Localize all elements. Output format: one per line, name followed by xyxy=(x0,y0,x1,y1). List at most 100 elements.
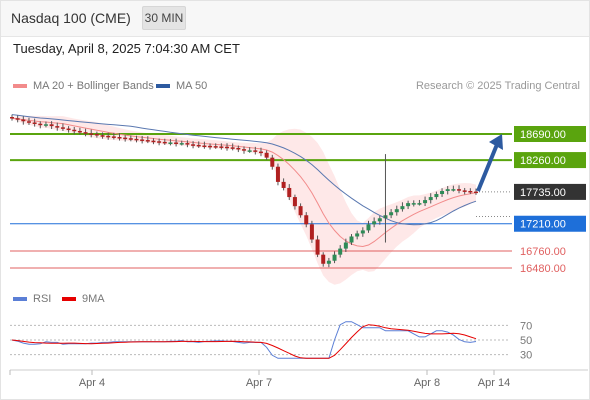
candle-body xyxy=(179,143,184,145)
candle-body xyxy=(89,133,94,135)
candle-body xyxy=(117,137,122,139)
legend-ma20-label: MA 20 + Bollinger Bands xyxy=(33,80,154,92)
candle-body xyxy=(304,215,309,225)
candle-body xyxy=(21,119,26,122)
legend-ma20-swatch xyxy=(13,84,27,88)
candle-body xyxy=(106,135,111,138)
candle-body xyxy=(208,145,213,148)
candle-body xyxy=(111,136,116,138)
level-label-16480.00: 16480.00 xyxy=(520,263,566,275)
candle-body xyxy=(440,190,445,195)
candle-body xyxy=(326,260,331,264)
candle-body xyxy=(366,224,371,231)
candle-body xyxy=(315,239,320,255)
rsi-9ma-line xyxy=(11,324,477,359)
bollinger-band xyxy=(12,115,476,285)
instrument-title: Nasdaq 100 (CME) xyxy=(11,10,131,26)
candle-body xyxy=(258,151,263,154)
legend-rsi: RSI xyxy=(13,293,51,305)
x-tick-label-Apr-7: Apr 7 xyxy=(246,377,272,389)
candle-body xyxy=(145,140,150,142)
candle-body xyxy=(417,203,422,205)
rsi-tick-30: 30 xyxy=(520,350,532,362)
level-tag-18690.00 xyxy=(514,126,586,142)
legend-9ma: 9MA xyxy=(62,293,105,305)
candle-body xyxy=(428,197,433,201)
candle-body xyxy=(225,146,230,149)
x-tick-label-Apr-8: Apr 8 xyxy=(414,377,440,389)
candle-body xyxy=(349,236,354,243)
candle-body xyxy=(157,141,162,143)
candle-body xyxy=(275,166,280,182)
rsi-tick-70: 70 xyxy=(520,320,532,332)
level-label-18690.00: 18690.00 xyxy=(520,129,566,141)
legend-9ma-label: 9MA xyxy=(82,293,105,305)
candle-body xyxy=(236,147,241,150)
candle-body xyxy=(151,140,156,143)
candle-body xyxy=(451,189,456,191)
candle-body xyxy=(83,132,88,134)
candle-body xyxy=(298,206,303,216)
candle-body xyxy=(423,200,428,204)
legend-ma50-swatch xyxy=(156,84,170,88)
candle-body xyxy=(292,197,297,207)
candle-body xyxy=(343,242,348,249)
level-tag-17210.00 xyxy=(514,215,586,232)
candle-body xyxy=(100,135,105,137)
level-label-18260.00: 18260.00 xyxy=(520,155,566,167)
candle-body xyxy=(162,141,167,144)
candle-body xyxy=(15,118,20,120)
candle-body xyxy=(270,157,275,167)
candle-body xyxy=(213,146,218,148)
level-tag-17735.00 xyxy=(514,183,586,200)
candle-body xyxy=(474,191,478,194)
candle-body xyxy=(77,130,82,133)
candle-body xyxy=(128,138,133,140)
candle-body xyxy=(281,181,286,188)
candle-body xyxy=(230,147,235,149)
timeframe-button[interactable]: 30 MIN xyxy=(142,6,186,30)
candle-body xyxy=(332,254,337,261)
candle-body xyxy=(247,150,252,152)
candle-body xyxy=(168,142,173,144)
copyright: Research © 2025 Trading Central xyxy=(415,80,580,92)
candle-body xyxy=(202,145,207,148)
candle-body xyxy=(134,138,139,141)
candle-body xyxy=(389,212,394,216)
candle-body xyxy=(287,187,292,198)
ma50-line xyxy=(11,114,477,226)
rsi-tick-50: 50 xyxy=(520,335,532,347)
candle-body xyxy=(338,248,343,255)
candle-body xyxy=(55,126,60,128)
candle-body xyxy=(242,149,246,151)
candle-body xyxy=(462,190,467,192)
candle-body xyxy=(468,190,473,193)
candle-body xyxy=(191,144,196,146)
candle-body xyxy=(264,152,269,158)
candle-body xyxy=(49,124,54,127)
legend-rsi-swatch xyxy=(13,297,27,301)
candle-body xyxy=(38,123,43,126)
candle-body xyxy=(309,224,314,240)
legend-rsi-label: RSI xyxy=(33,293,52,305)
candle-body xyxy=(185,143,190,145)
x-tick-label-Apr-4: Apr 4 xyxy=(79,377,105,389)
candle-body xyxy=(457,189,462,191)
level-label-16760.00: 16760.00 xyxy=(520,246,566,258)
candle-body xyxy=(94,134,99,136)
candle-body xyxy=(394,209,399,213)
candle-body xyxy=(196,144,201,147)
x-tick-label-Apr-14: Apr 14 xyxy=(478,377,510,389)
candle-body xyxy=(445,189,450,191)
candle-body xyxy=(60,127,65,129)
candle-body xyxy=(400,206,405,210)
candle-body xyxy=(355,233,360,237)
legend-ma20: MA 20 + Bollinger Bands xyxy=(13,80,154,92)
candle-body xyxy=(43,124,48,126)
candle-body xyxy=(32,122,37,124)
level-label-17735.00: 17735.00 xyxy=(520,187,566,199)
candle-body xyxy=(219,146,224,148)
candle-body xyxy=(140,139,145,141)
candle-body xyxy=(26,121,31,123)
